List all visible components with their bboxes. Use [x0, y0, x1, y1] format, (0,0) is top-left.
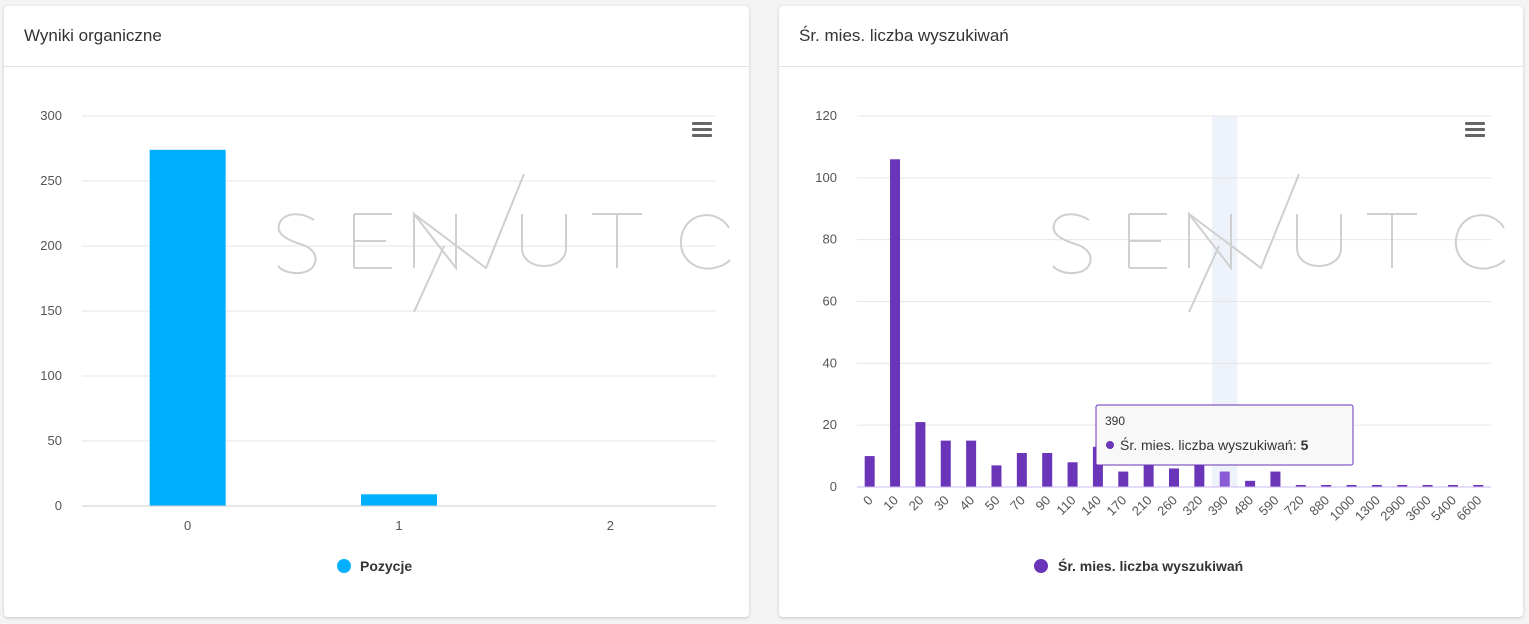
bar[interactable] [1346, 485, 1357, 487]
legend-label: Pozycje [360, 558, 412, 574]
y-tick-label: 120 [815, 108, 837, 123]
chart-menu-button[interactable] [692, 122, 712, 137]
x-tick-label: 70 [1007, 493, 1028, 514]
tooltip-separator: : [1293, 437, 1297, 453]
y-tick-label: 250 [40, 173, 62, 188]
y-tick-label: 60 [823, 294, 837, 309]
tooltip-marker [1106, 441, 1114, 449]
chart-legend[interactable]: Śr. mies. liczba wyszukiwań [1034, 557, 1243, 574]
bar[interactable] [1397, 485, 1408, 487]
x-tick-label: 480 [1230, 493, 1256, 519]
avg-monthly-searches-card: Śr. mies. liczba wyszukiwań 0 20 40 60 80 100… [779, 6, 1523, 617]
y-tick-label: 0 [55, 498, 62, 513]
bar[interactable] [1447, 485, 1458, 487]
tooltip: 390 Śr. mies. liczba wyszukiwań: 5 [1095, 404, 1354, 466]
tooltip-category: 390 [1105, 414, 1125, 428]
bar[interactable] [890, 159, 901, 487]
x-tick-label: 20 [906, 493, 927, 514]
legend-marker [337, 559, 351, 573]
bar[interactable] [1371, 485, 1382, 487]
x-tick-label: 170 [1103, 493, 1129, 519]
bar[interactable] [1219, 471, 1230, 487]
bar[interactable] [1067, 462, 1078, 487]
y-tick-label: 300 [40, 108, 62, 123]
bar[interactable] [1270, 471, 1281, 487]
bar[interactable] [1169, 468, 1179, 487]
tooltip-box [1095, 404, 1354, 466]
card-title: Śr. mies. liczba wyszukiwań [779, 6, 1523, 67]
bar[interactable] [1092, 446, 1103, 487]
x-tick-label: 10 [880, 493, 901, 514]
bar[interactable] [940, 440, 951, 487]
x-tick-label: 260 [1154, 493, 1180, 519]
y-tick-label: 200 [40, 238, 62, 253]
bar[interactable] [1143, 449, 1154, 487]
chart-legend[interactable]: Pozycje [337, 558, 412, 574]
x-tick-label: 0 [860, 493, 876, 509]
tooltip-series-label: Śr. mies. liczba wyszukiwań [1120, 436, 1293, 453]
tooltip-value: 5 [1301, 437, 1309, 453]
x-tick-label: 1 [395, 518, 402, 533]
x-tick-label: 6600 [1453, 493, 1484, 524]
y-tick-label: 0 [830, 479, 837, 494]
x-tick-label: 40 [956, 493, 977, 514]
bar[interactable] [1042, 452, 1053, 487]
x-tick-label: 30 [931, 493, 952, 514]
y-tick-label: 100 [815, 170, 837, 185]
bar[interactable] [1422, 485, 1433, 487]
x-tick-label: 210 [1129, 493, 1155, 519]
bar[interactable] [1245, 480, 1256, 487]
x-tick-label: 2900 [1377, 493, 1408, 524]
bar[interactable] [915, 422, 926, 487]
bar[interactable] [966, 440, 977, 487]
x-tick-label: 720 [1281, 493, 1307, 519]
x-tick-label: 90 [1032, 493, 1053, 514]
organic-results-chart: 0 50 100 150 200 250 300 0 1 2 Pozycje [40, 108, 731, 574]
y-tick-label: 100 [40, 368, 62, 383]
legend-marker [1034, 559, 1048, 573]
hamburger-menu-icon [1465, 122, 1485, 137]
legend-label: Śr. mies. liczba wyszukiwań [1058, 557, 1243, 574]
hamburger-menu-icon [692, 122, 712, 137]
organic-results-card: Wyniki organiczne 0 50 100 150 200 250 300 0 1 2… [4, 6, 749, 617]
x-tick-label: 320 [1180, 493, 1206, 519]
y-tick-label: 50 [48, 433, 62, 448]
x-tick-label: 1300 [1352, 493, 1383, 524]
y-tick-label: 80 [823, 232, 837, 247]
x-tick-label: 5400 [1428, 493, 1459, 524]
watermark-logo [1052, 173, 1506, 313]
card-title: Wyniki organiczne [4, 6, 749, 67]
x-tick-label: 1000 [1327, 493, 1358, 524]
x-tick-label: 0 [184, 518, 191, 533]
bar[interactable] [1295, 485, 1306, 487]
x-tick-label: 110 [1053, 493, 1078, 518]
bar[interactable] [864, 456, 875, 487]
bar[interactable] [1473, 485, 1484, 487]
bar[interactable] [361, 494, 437, 506]
bar[interactable] [1016, 452, 1027, 487]
y-tick-label: 20 [823, 417, 837, 432]
y-tick-label: 150 [40, 303, 62, 318]
y-tick-label: 40 [823, 355, 837, 370]
bar[interactable] [991, 465, 1002, 487]
bar[interactable] [1194, 456, 1205, 487]
bar[interactable] [1321, 485, 1332, 487]
x-tick-label: 140 [1078, 493, 1104, 519]
bar[interactable] [1118, 471, 1129, 487]
watermark-logo [277, 173, 731, 313]
tooltip-line: Śr. mies. liczba wyszukiwań: 5 [1120, 436, 1309, 453]
x-tick-label: 2 [607, 518, 614, 533]
bar[interactable] [149, 149, 226, 507]
chart-menu-button[interactable] [1465, 122, 1485, 137]
x-tick-label: 590 [1256, 493, 1282, 519]
x-tick-label: 390 [1205, 493, 1231, 519]
x-tick-label: 50 [982, 493, 1003, 514]
x-tick-label: 3600 [1403, 493, 1434, 524]
